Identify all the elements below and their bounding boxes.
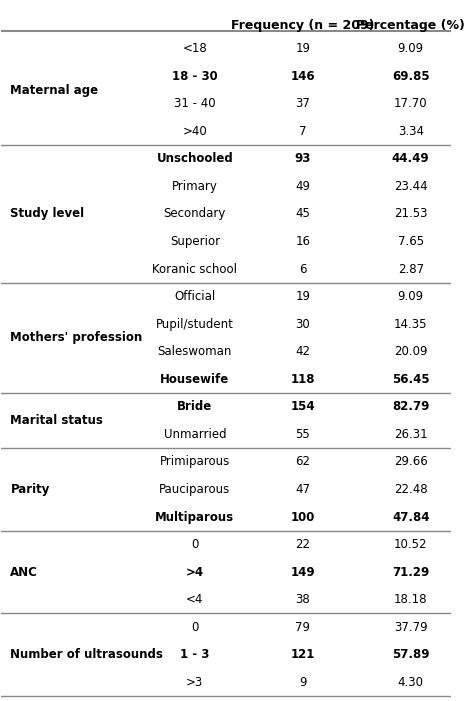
Text: 4.30: 4.30 (398, 676, 424, 689)
Text: 17.70: 17.70 (394, 97, 428, 110)
Text: Official: Official (174, 290, 216, 303)
Text: 57.89: 57.89 (392, 648, 429, 661)
Text: Koranic school: Koranic school (152, 263, 237, 275)
Text: 118: 118 (291, 373, 315, 386)
Text: 121: 121 (291, 648, 315, 661)
Text: 21.53: 21.53 (394, 207, 428, 221)
Text: 93: 93 (295, 152, 311, 165)
Text: 2.87: 2.87 (398, 263, 424, 275)
Text: 146: 146 (291, 69, 315, 83)
Text: 19: 19 (295, 42, 310, 55)
Text: 10.52: 10.52 (394, 538, 428, 551)
Text: >4: >4 (186, 566, 204, 578)
Text: 23.44: 23.44 (394, 180, 428, 193)
Text: Multiparous: Multiparous (155, 510, 234, 524)
Text: 18.18: 18.18 (394, 593, 428, 606)
Text: Pauciparous: Pauciparous (159, 483, 230, 496)
Text: 47.84: 47.84 (392, 510, 429, 524)
Text: Superior: Superior (170, 235, 220, 248)
Text: 7: 7 (299, 125, 307, 138)
Text: 42: 42 (295, 345, 310, 358)
Text: 3.34: 3.34 (398, 125, 424, 138)
Text: 9.09: 9.09 (398, 42, 424, 55)
Text: 49: 49 (295, 180, 310, 193)
Text: <18: <18 (182, 42, 207, 55)
Text: 44.49: 44.49 (392, 152, 429, 165)
Text: 55: 55 (295, 428, 310, 441)
Text: Frequency (n = 209): Frequency (n = 209) (231, 19, 374, 32)
Text: 22.48: 22.48 (394, 483, 428, 496)
Text: Secondary: Secondary (164, 207, 226, 221)
Text: 47: 47 (295, 483, 310, 496)
Text: 22: 22 (295, 538, 310, 551)
Text: 9: 9 (299, 676, 307, 689)
Text: 19: 19 (295, 290, 310, 303)
Text: 69.85: 69.85 (392, 69, 429, 83)
Text: 154: 154 (291, 400, 315, 414)
Text: 14.35: 14.35 (394, 318, 428, 331)
Text: 82.79: 82.79 (392, 400, 429, 414)
Text: Housewife: Housewife (160, 373, 229, 386)
Text: Percentage (%): Percentage (%) (356, 19, 465, 32)
Text: 18 - 30: 18 - 30 (172, 69, 218, 83)
Text: 0: 0 (191, 538, 199, 551)
Text: 1 - 3: 1 - 3 (180, 648, 210, 661)
Text: 26.31: 26.31 (394, 428, 428, 441)
Text: <4: <4 (186, 593, 203, 606)
Text: 37: 37 (295, 97, 310, 110)
Text: 100: 100 (291, 510, 315, 524)
Text: >3: >3 (186, 676, 203, 689)
Text: 38: 38 (295, 593, 310, 606)
Text: 31 - 40: 31 - 40 (174, 97, 216, 110)
Text: 0: 0 (191, 621, 199, 634)
Text: 71.29: 71.29 (392, 566, 429, 578)
Text: 6: 6 (299, 263, 307, 275)
Text: Marital status: Marital status (10, 414, 103, 427)
Text: 62: 62 (295, 456, 310, 468)
Text: Bride: Bride (177, 400, 212, 414)
Text: Saleswoman: Saleswoman (158, 345, 232, 358)
Text: Unschooled: Unschooled (156, 152, 233, 165)
Text: 149: 149 (291, 566, 315, 578)
Text: 79: 79 (295, 621, 310, 634)
Text: 9.09: 9.09 (398, 290, 424, 303)
Text: 16: 16 (295, 235, 310, 248)
Text: Maternal age: Maternal age (10, 83, 99, 97)
Text: Study level: Study level (10, 207, 84, 221)
Text: Mothers' profession: Mothers' profession (10, 332, 143, 344)
Text: 45: 45 (295, 207, 310, 221)
Text: >40: >40 (182, 125, 207, 138)
Text: 29.66: 29.66 (394, 456, 428, 468)
Text: Primary: Primary (172, 180, 218, 193)
Text: 56.45: 56.45 (392, 373, 429, 386)
Text: Primiparous: Primiparous (160, 456, 230, 468)
Text: Parity: Parity (10, 483, 50, 496)
Text: 20.09: 20.09 (394, 345, 428, 358)
Text: 37.79: 37.79 (394, 621, 428, 634)
Text: 7.65: 7.65 (398, 235, 424, 248)
Text: Pupil/student: Pupil/student (156, 318, 234, 331)
Text: 30: 30 (295, 318, 310, 331)
Text: ANC: ANC (10, 566, 38, 578)
Text: Unmarried: Unmarried (164, 428, 226, 441)
Text: Number of ultrasounds: Number of ultrasounds (10, 648, 163, 661)
